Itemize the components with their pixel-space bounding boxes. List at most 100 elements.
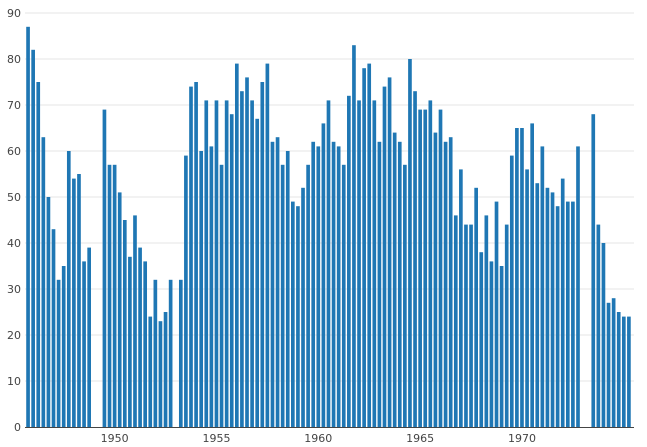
bar <box>194 82 198 427</box>
y-tick-label: 80 <box>7 53 21 66</box>
bar <box>413 91 417 427</box>
x-axis-tick-labels: 1950 1955 1960 1965 1970 <box>101 432 536 445</box>
bar <box>616 312 621 427</box>
bar <box>611 298 616 427</box>
bar <box>423 109 428 427</box>
bar <box>540 146 545 427</box>
bar <box>469 224 473 427</box>
y-tick-label: 10 <box>7 375 21 388</box>
bar <box>387 77 392 428</box>
bar <box>178 279 183 427</box>
bar <box>255 118 260 428</box>
bar <box>627 316 631 427</box>
x-tick-label: 1950 <box>101 432 129 445</box>
bar <box>158 321 163 427</box>
bar <box>515 128 519 427</box>
bar <box>357 100 361 428</box>
bar <box>474 187 478 427</box>
bar <box>571 201 575 427</box>
bar <box>184 155 188 427</box>
bar <box>199 151 204 427</box>
bar <box>367 63 372 427</box>
bar <box>397 141 402 428</box>
bar <box>36 82 41 427</box>
bar <box>163 312 168 427</box>
x-tick-label: 1955 <box>202 432 230 445</box>
bar <box>291 201 295 427</box>
bar <box>153 279 158 427</box>
bar <box>143 261 148 427</box>
bar <box>102 109 107 427</box>
bar <box>576 146 580 427</box>
bar <box>148 316 153 427</box>
bar <box>316 146 321 427</box>
bar <box>189 86 193 427</box>
bar <box>87 247 91 427</box>
bar <box>484 215 489 427</box>
bar <box>41 137 46 427</box>
bar <box>117 192 122 427</box>
bar <box>489 261 494 427</box>
bar <box>270 141 275 428</box>
bar <box>82 261 86 427</box>
bar <box>596 224 601 427</box>
y-tick-label: 90 <box>7 7 21 20</box>
bar <box>133 215 137 427</box>
bar <box>234 63 239 427</box>
bar <box>382 86 387 427</box>
bar <box>250 100 254 428</box>
y-axis-tick-labels: 0 10 20 30 40 50 60 70 80 90 <box>7 7 21 434</box>
bar <box>601 243 606 427</box>
bar <box>509 155 514 427</box>
bars <box>26 26 631 428</box>
bar <box>418 109 422 427</box>
bar <box>326 100 331 428</box>
bar <box>219 164 224 428</box>
bar <box>606 302 611 427</box>
bar <box>392 132 397 427</box>
bar <box>306 164 310 428</box>
bar <box>372 100 377 428</box>
bar <box>66 151 71 427</box>
bar <box>31 49 35 428</box>
bar <box>438 109 443 427</box>
bar <box>280 164 285 428</box>
bar <box>168 279 173 427</box>
bar <box>459 169 463 427</box>
bar <box>336 146 341 427</box>
y-tick-label: 0 <box>14 421 21 434</box>
bar <box>72 178 76 427</box>
bar <box>204 100 209 428</box>
y-tick-label: 50 <box>7 191 21 204</box>
y-tick-label: 60 <box>7 145 21 158</box>
bar <box>347 95 351 428</box>
bar <box>275 137 280 427</box>
bar <box>494 201 499 427</box>
bar <box>61 266 66 427</box>
bar <box>550 192 555 427</box>
bar <box>112 164 117 428</box>
bar <box>260 82 265 427</box>
bar <box>321 123 326 428</box>
bar <box>555 206 560 427</box>
bar <box>428 100 433 428</box>
y-tick-label: 30 <box>7 283 21 296</box>
bar <box>26 26 30 428</box>
x-tick-label: 1970 <box>508 432 536 445</box>
bar <box>214 100 219 428</box>
bar <box>545 187 550 427</box>
bar <box>525 169 529 427</box>
bar <box>245 77 249 428</box>
bar <box>224 100 229 428</box>
x-tick-label: 1965 <box>406 432 434 445</box>
bar <box>443 141 448 428</box>
bar <box>621 316 626 427</box>
bar <box>520 128 524 427</box>
bar <box>479 252 484 427</box>
bar <box>433 132 438 427</box>
bar <box>453 215 458 427</box>
bar <box>341 164 346 428</box>
bar <box>240 91 244 427</box>
bar <box>448 137 453 427</box>
